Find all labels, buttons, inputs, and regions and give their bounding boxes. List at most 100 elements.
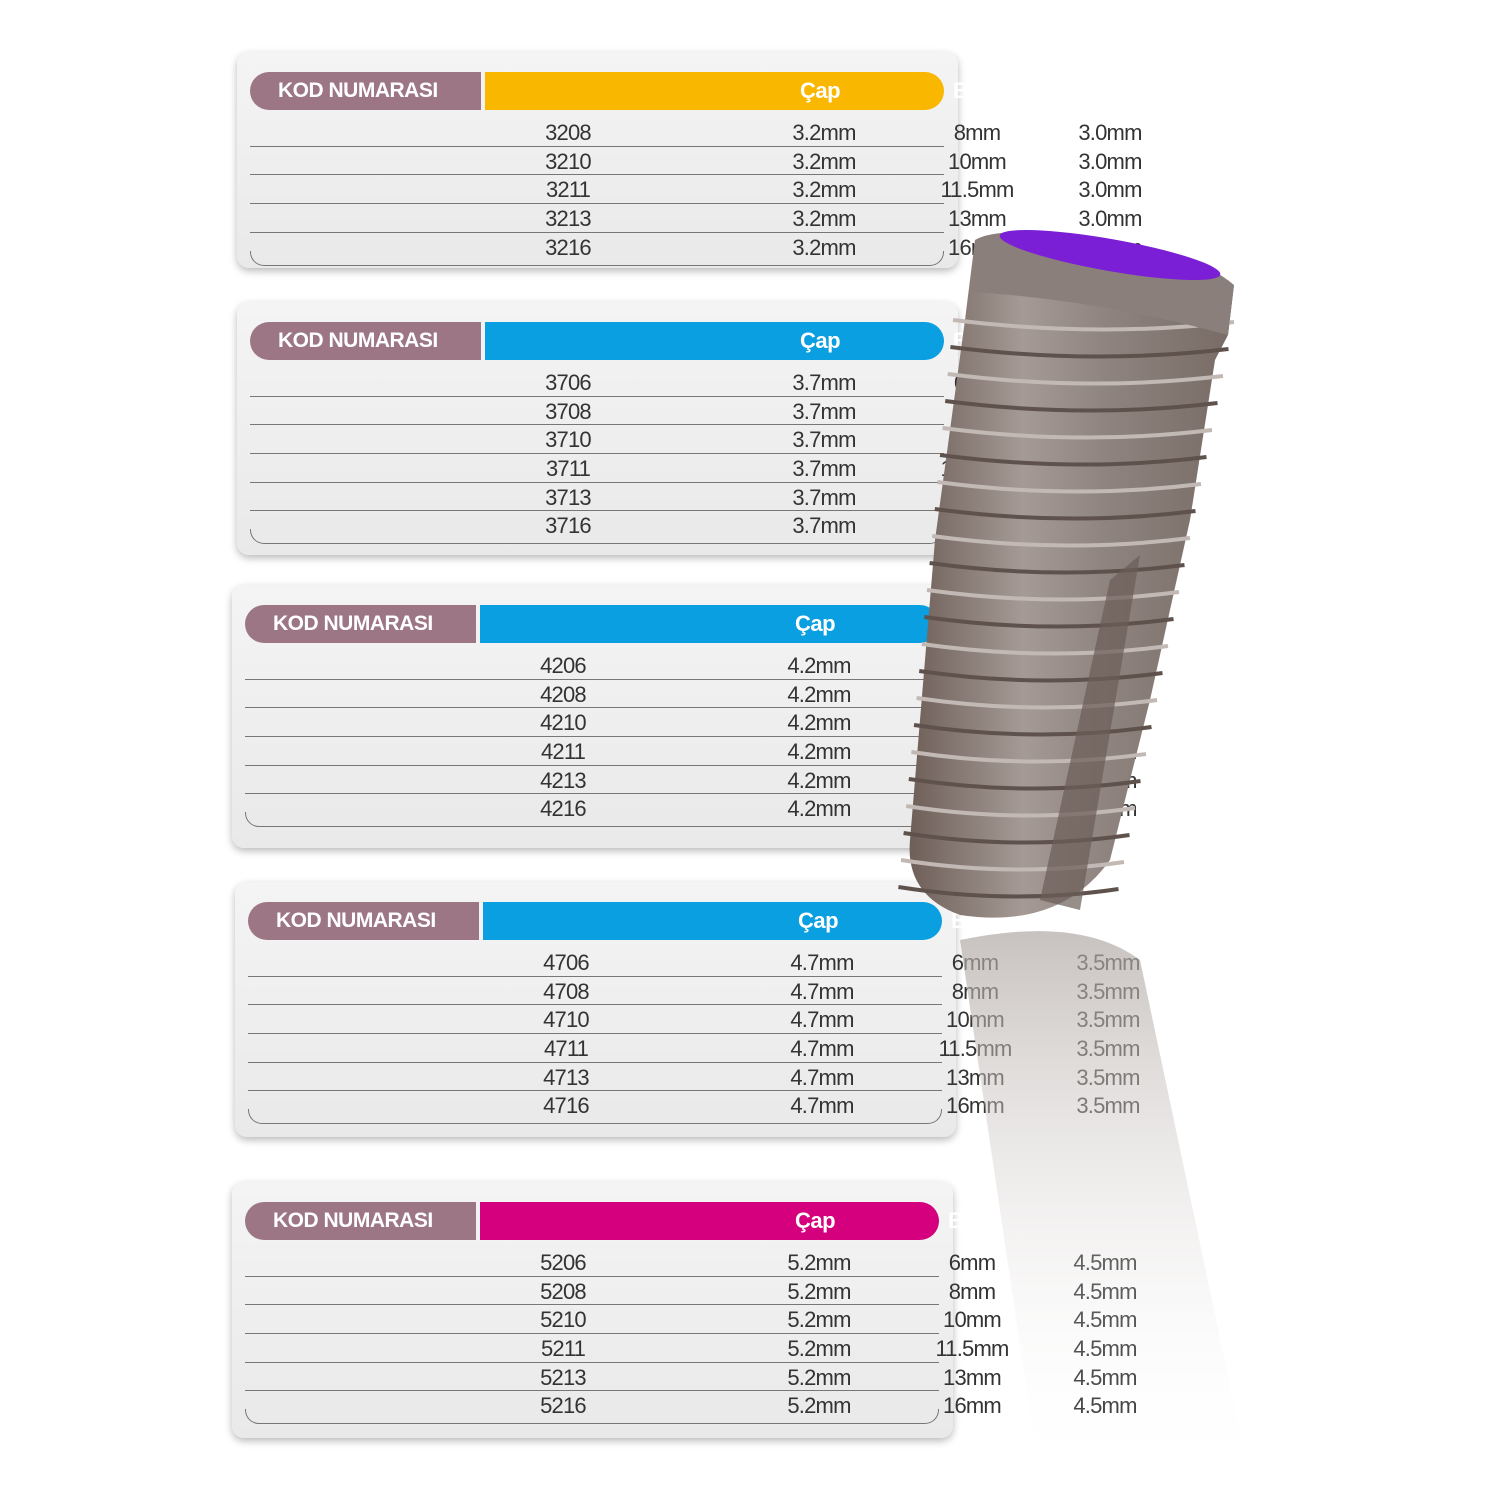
table-cell: 4710 (543, 1007, 590, 1033)
table-cell: 10mm (943, 1307, 1002, 1333)
header-accent-bar: Çap Boy Platform (480, 1202, 1150, 1240)
table-cell: 4.2mm (787, 796, 851, 822)
table-cell: 4713 (543, 1064, 590, 1090)
header-diameter: Çap (794, 1208, 836, 1233)
table-cell: 5206 (540, 1250, 587, 1275)
table-cell: 3.0mm (1078, 120, 1142, 145)
table-row: 4710 4.7mm 10mm 3.5mm (248, 1005, 1140, 1035)
table-cell: 3.2mm (792, 148, 856, 174)
table-cell: 3.7mm (792, 370, 856, 395)
header-code: KOD NUMARASI (248, 902, 479, 940)
table-cell: 4.7mm (790, 950, 854, 975)
table-cell: 10mm (948, 427, 1007, 453)
table-cell: 3.2mm (792, 206, 856, 232)
header-diameter: Çap (799, 328, 841, 353)
table-cell: 13mm (943, 1364, 1002, 1390)
table-bottom-border (245, 811, 939, 827)
table-row: 3706 3.7mm 6mm 3.5mm (250, 368, 1142, 397)
table-cell: 3.2mm (792, 234, 856, 260)
table-cell: 11.5mm (935, 739, 1009, 765)
table-cell: 5208 (540, 1278, 587, 1304)
table-cell: 4.5mm (1073, 1278, 1137, 1304)
header-platform: Platform (1069, 328, 1155, 353)
header-length: Boy (947, 1208, 989, 1233)
table-cell: 4708 (543, 978, 590, 1004)
table-cell: 3216 (545, 234, 592, 260)
header-platform: Platform (1064, 1208, 1150, 1233)
table-cell: 8mm (948, 681, 996, 707)
table-cell: 10mm (948, 148, 1007, 174)
table-cell: 3.5mm (1078, 484, 1142, 510)
table-cell: 4206 (540, 653, 587, 678)
table-row: 4210 4.2mm 10mm 3.5mm (245, 708, 1137, 738)
table-cell: 4208 (540, 681, 587, 707)
table-cell: 3.5mm (1076, 978, 1140, 1004)
table-cell: 4.5mm (1073, 1307, 1137, 1333)
table-cell: 4706 (543, 950, 590, 975)
table-row: 4713 4.7mm 13mm 3.5mm (248, 1063, 1140, 1092)
size-table-card: KOD NUMARASI Çap Boy Platform 5206 5.2mm 6… (232, 1182, 1150, 1438)
table-cell: 4210 (540, 710, 587, 736)
table-cell: 3.5mm (1073, 653, 1137, 678)
table-cell: 16mm (948, 513, 1007, 539)
table-cell: 8mm (953, 398, 1001, 424)
table-cell: 4.5mm (1073, 1336, 1137, 1362)
size-table-card: KOD NUMARASI Çap Boy Platform 3208 3.2mm 8… (237, 52, 1155, 268)
table-cell: 13mm (943, 767, 1002, 793)
table-cell: 3.0mm (1078, 234, 1142, 260)
header-length: Boy (952, 328, 994, 353)
table-row: 3213 3.2mm 13mm 3.0mm (250, 204, 1142, 233)
table-cell: 4.2mm (787, 681, 851, 707)
table-cell: 4.7mm (790, 1064, 854, 1090)
table-cell: 3.5mm (1078, 370, 1142, 395)
table-row: 3210 3.2mm 10mm 3.0mm (250, 147, 1142, 176)
table-header: KOD NUMARASI Çap Boy Platform (250, 322, 1155, 360)
table-cell: 3.7mm (792, 427, 856, 453)
table-cell: 16mm (943, 1393, 1002, 1419)
table-bottom-border (250, 250, 944, 266)
table-cell: 3.5mm (1076, 950, 1140, 975)
table-row: 4706 4.7mm 6mm 3.5mm (248, 948, 1140, 977)
table-cell: 3210 (545, 148, 592, 174)
table-cell: 6mm (951, 950, 999, 975)
table-cell: 3.5mm (1073, 710, 1137, 736)
table-cell: 5.2mm (787, 1364, 851, 1390)
table-cell: 3.7mm (792, 513, 856, 539)
thread-ridge (926, 588, 1180, 602)
table-cell: 3706 (545, 370, 592, 395)
table-row: 3708 3.7mm 8mm 3.5mm (250, 397, 1142, 426)
table-cell: 6mm (948, 653, 996, 678)
size-table-card: KOD NUMARASI Çap Boy Platform 4206 4.2mm 6… (232, 585, 1150, 848)
table-cell: 6mm (948, 1250, 996, 1275)
table-row: 3710 3.7mm 10mm 3.5mm (250, 425, 1142, 455)
table-cell: 3.5mm (1073, 796, 1137, 822)
table-cell: 13mm (948, 206, 1007, 232)
header-diameter: Çap (797, 908, 839, 933)
table-row: 4211 4.2mm 11.5mm 3.5mm (245, 737, 1137, 766)
table-cell: 3713 (545, 484, 592, 510)
size-table-card: KOD NUMARASI Çap Boy Platform 3706 3.7mm 6… (237, 302, 1155, 555)
table-cell: 4211 (540, 739, 586, 765)
table-row: 5211 5.2mm 11.5mm 4.5mm (245, 1334, 1137, 1363)
header-code: KOD NUMARASI (250, 322, 481, 360)
table-cell: 3.2mm (792, 177, 856, 203)
table-cell: 3.5mm (1078, 427, 1142, 453)
table-row: 4711 4.7mm 11.5mm 3.5mm (248, 1034, 1140, 1063)
table-cell: 11.5mm (940, 456, 1014, 482)
table-row: 5210 5.2mm 10mm 4.5mm (245, 1305, 1137, 1335)
table-cell: 5.2mm (787, 1307, 851, 1333)
table-cell: 3716 (545, 513, 592, 539)
table-bottom-border (250, 528, 944, 544)
table-cell: 3.5mm (1076, 1036, 1140, 1062)
table-cell: 5.2mm (787, 1336, 851, 1362)
table-row: 3713 3.7mm 13mm 3.5mm (250, 483, 1142, 512)
table-cell: 3708 (545, 398, 592, 424)
header-code: KOD NUMARASI (245, 605, 476, 643)
table-cell: 4.2mm (787, 767, 851, 793)
table-cell: 4.2mm (787, 653, 851, 678)
table-row: 5206 5.2mm 6mm 4.5mm (245, 1248, 1137, 1277)
header-code: KOD NUMARASI (245, 1202, 476, 1240)
table-row: 4213 4.2mm 13mm 3.5mm (245, 766, 1137, 795)
table-cell: 4.5mm (1073, 1393, 1137, 1419)
table-cell: 3.5mm (1078, 398, 1142, 424)
